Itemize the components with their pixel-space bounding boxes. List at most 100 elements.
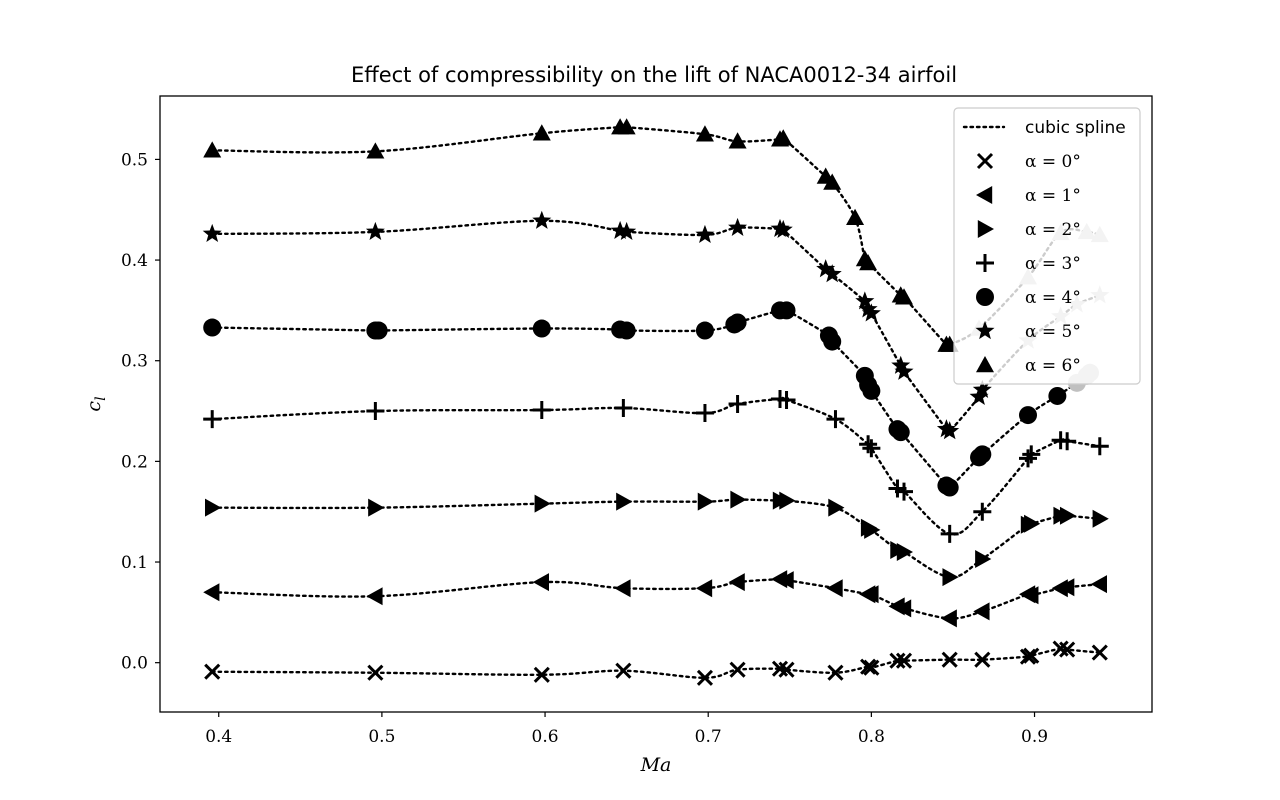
legend-label-spline: cubic spline — [1025, 118, 1126, 138]
data-point — [771, 570, 788, 589]
data-point — [695, 321, 714, 340]
chart-title: Effect of compressibility on the lift of… — [351, 63, 957, 87]
data-point — [614, 399, 633, 418]
data-point — [205, 498, 222, 517]
y-tick-label: 0.3 — [121, 352, 148, 372]
data-point — [365, 221, 385, 240]
data-point — [616, 492, 633, 511]
series-3-markers — [203, 389, 1109, 543]
data-point — [533, 666, 550, 683]
data-point — [204, 663, 221, 680]
data-point — [1019, 406, 1037, 425]
legend-marker-series-3 — [976, 254, 994, 272]
data-point — [532, 124, 551, 141]
legend-label-series-1: α = 1° — [1025, 186, 1081, 206]
legend-label-series-2: α = 2° — [1025, 220, 1081, 240]
y-tick-label: 0.1 — [121, 553, 148, 573]
data-point — [823, 332, 842, 351]
data-point — [940, 609, 957, 628]
series-2-markers — [205, 490, 1109, 587]
data-point — [532, 573, 549, 592]
legend-marker-series-5 — [975, 321, 995, 340]
data-point — [617, 321, 636, 340]
data-point — [773, 219, 793, 238]
data-point — [366, 587, 383, 606]
data-point — [1024, 514, 1041, 533]
data-point — [862, 381, 881, 400]
data-point — [1019, 449, 1037, 468]
x-tick-label: 0.4 — [205, 727, 232, 747]
data-point — [367, 664, 384, 681]
data-point — [862, 585, 879, 604]
data-point — [1023, 647, 1040, 664]
data-point — [728, 313, 747, 332]
data-point — [822, 264, 842, 283]
data-point — [532, 319, 551, 338]
data-point — [614, 579, 631, 598]
data-point — [826, 410, 845, 429]
data-point — [203, 141, 222, 158]
data-point — [846, 208, 865, 225]
data-point — [827, 664, 844, 681]
legend-marker-series-2 — [977, 220, 994, 238]
data-point — [617, 118, 636, 135]
y-tick-label: 0.4 — [121, 251, 148, 271]
data-point — [203, 318, 222, 337]
data-point — [1019, 648, 1037, 665]
data-point — [729, 661, 746, 678]
data-point — [532, 210, 552, 229]
data-point — [695, 224, 715, 243]
data-point — [828, 498, 845, 517]
data-point — [617, 221, 637, 240]
data-point — [728, 132, 747, 149]
data-point — [369, 321, 388, 340]
data-point — [889, 652, 906, 669]
data-point — [894, 361, 914, 380]
data-point — [895, 652, 913, 669]
spline-line-series-1 — [211, 577, 1101, 620]
series-0-markers — [204, 640, 1108, 686]
x-tick-label: 0.9 — [1021, 727, 1048, 747]
data-point — [368, 498, 385, 517]
series-5-markers — [202, 210, 1110, 440]
data-point — [1048, 386, 1067, 405]
y-axis: 0.0 0.1 0.2 0.3 0.4 0.5 — [121, 150, 160, 674]
data-point — [1022, 586, 1039, 605]
data-point — [942, 568, 959, 587]
legend-label-series-0: α = 0° — [1025, 152, 1081, 172]
data-point — [777, 390, 796, 409]
data-point — [816, 259, 836, 278]
data-point — [695, 404, 714, 423]
data-point — [615, 662, 632, 679]
data-point — [896, 542, 913, 561]
spline-line-series-3 — [211, 396, 1101, 536]
data-point — [366, 402, 385, 421]
data-point — [1022, 445, 1041, 464]
y-axis-label: cl — [83, 396, 109, 411]
data-point — [779, 491, 796, 510]
data-point — [941, 651, 958, 668]
x-tick-label: 0.7 — [695, 727, 722, 747]
data-point — [777, 571, 794, 590]
data-point — [862, 439, 881, 458]
data-point — [940, 478, 959, 497]
data-point — [864, 520, 881, 539]
data-point — [778, 661, 795, 678]
spline-line-series-4 — [211, 306, 1092, 493]
spline-line-series-0 — [211, 647, 1101, 679]
y-tick-label: 0.2 — [121, 452, 148, 472]
data-point — [202, 223, 222, 242]
data-point — [859, 435, 878, 454]
data-point — [532, 401, 551, 420]
data-point — [975, 550, 992, 569]
data-point — [695, 125, 714, 142]
x-tick-label: 0.5 — [368, 727, 395, 747]
legend-marker-series-0 — [976, 152, 994, 170]
x-axis-label: Ma — [640, 754, 672, 776]
data-point — [823, 173, 842, 190]
data-point — [1090, 575, 1107, 594]
data-point — [891, 423, 910, 442]
data-point — [730, 490, 747, 509]
data-point — [858, 299, 878, 318]
data-point — [973, 502, 992, 521]
